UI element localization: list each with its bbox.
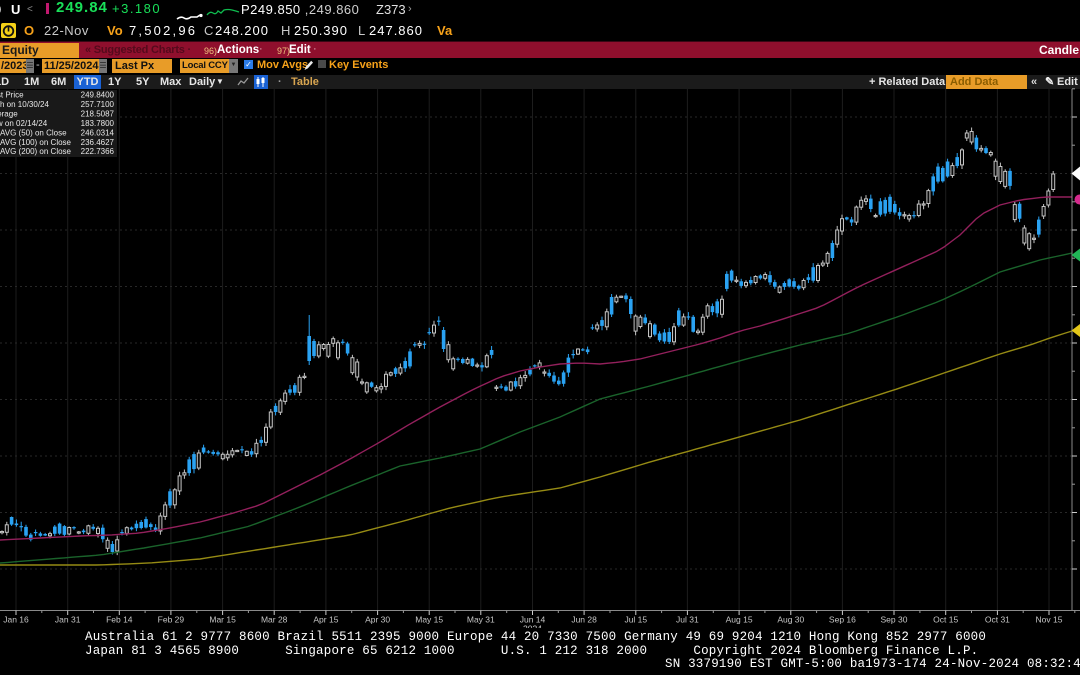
svg-text:Jul 31: Jul 31 xyxy=(676,615,699,625)
svg-text:183.7800: 183.7800 xyxy=(81,119,115,128)
svg-text:Oct 31: Oct 31 xyxy=(985,615,1010,625)
svg-text:Mar 15: Mar 15 xyxy=(209,615,236,625)
svg-text:Feb 29: Feb 29 xyxy=(158,615,185,625)
svg-text:Average: Average xyxy=(0,109,18,118)
svg-text:May 31: May 31 xyxy=(467,615,495,625)
svg-text:222.7366: 222.7366 xyxy=(81,147,115,156)
svg-text:SMAVG (200) on Close: SMAVG (200) on Close xyxy=(0,147,72,156)
svg-text:249.8400: 249.8400 xyxy=(81,91,115,100)
svg-text:257.7100: 257.7100 xyxy=(81,100,115,109)
svg-text:Jun 14: Jun 14 xyxy=(520,615,546,625)
svg-text:218.5087: 218.5087 xyxy=(81,109,115,118)
svg-text:May 15: May 15 xyxy=(415,615,443,625)
svg-text:246.0314: 246.0314 xyxy=(81,128,115,137)
svg-text:Apr 15: Apr 15 xyxy=(313,615,338,625)
svg-text:High on 10/30/24: High on 10/30/24 xyxy=(0,100,49,109)
svg-text:Apr 30: Apr 30 xyxy=(365,615,390,625)
svg-text:Jan 16: Jan 16 xyxy=(3,615,29,625)
svg-text:Jun 28: Jun 28 xyxy=(571,615,597,625)
svg-text:Low on 02/14/24: Low on 02/14/24 xyxy=(0,119,48,128)
svg-text:Aug 15: Aug 15 xyxy=(726,615,753,625)
svg-text:Aug 30: Aug 30 xyxy=(777,615,804,625)
svg-text:Last Price: Last Price xyxy=(0,91,24,100)
svg-text:SMAVG (100) on Close: SMAVG (100) on Close xyxy=(0,138,72,147)
svg-text:236.4627: 236.4627 xyxy=(81,138,115,147)
svg-text:Nov 15: Nov 15 xyxy=(1036,615,1063,625)
svg-text:Sep 16: Sep 16 xyxy=(829,615,856,625)
svg-text:Jul 15: Jul 15 xyxy=(624,615,647,625)
svg-text:Mar 28: Mar 28 xyxy=(261,615,288,625)
svg-text:Oct 15: Oct 15 xyxy=(933,615,958,625)
svg-text:Sep 30: Sep 30 xyxy=(881,615,908,625)
svg-text:SMAVG (50) on Close: SMAVG (50) on Close xyxy=(0,128,67,137)
svg-text:Feb 14: Feb 14 xyxy=(106,615,133,625)
svg-text:Jan 31: Jan 31 xyxy=(55,615,81,625)
